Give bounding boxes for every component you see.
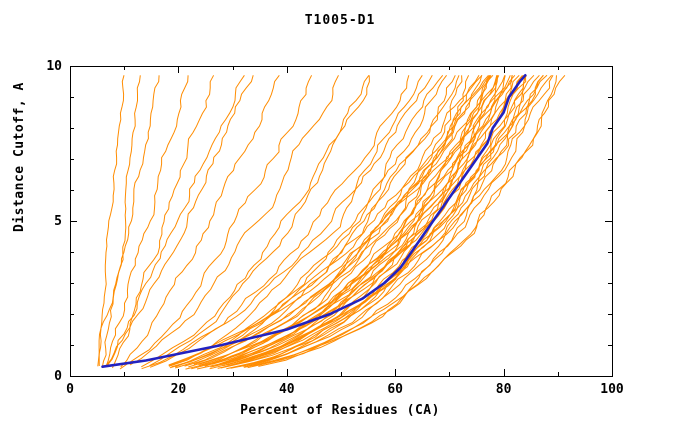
model-curve <box>211 75 499 365</box>
model-curve <box>258 74 552 367</box>
model-curve <box>238 74 544 368</box>
model-curve <box>253 74 566 367</box>
model-curve <box>119 75 313 370</box>
model-curve <box>149 75 370 367</box>
y-tick-label: 10 <box>46 59 62 74</box>
model-curve <box>199 75 470 366</box>
x-axis-label: Percent of Residues (CA) <box>240 403 440 418</box>
model-curve <box>184 74 489 367</box>
model-curve <box>105 75 254 366</box>
model-curve <box>101 75 141 368</box>
model-curve <box>105 75 189 367</box>
y-axis-label: Distance Cutoff, A <box>12 82 27 232</box>
model-curve <box>217 74 535 369</box>
model-curve <box>112 75 215 369</box>
model-curve <box>193 75 463 365</box>
model-curve <box>168 75 480 366</box>
x-tick-label: 40 <box>279 382 295 397</box>
model-curve <box>120 75 280 368</box>
x-tick-label: 100 <box>600 382 624 397</box>
x-tick-label: 80 <box>496 382 512 397</box>
model-curve <box>129 75 339 366</box>
model-curve <box>141 75 370 368</box>
model-curve <box>98 75 160 367</box>
model-curve <box>247 75 526 369</box>
x-tick-label: 60 <box>387 382 403 397</box>
x-tick-label: 0 <box>66 382 74 397</box>
reference-curve <box>101 74 527 369</box>
model-curve <box>97 75 125 367</box>
model-curve <box>198 75 506 365</box>
model-curve <box>205 74 494 367</box>
model-curve <box>191 75 492 370</box>
x-tick-label: 20 <box>171 382 187 397</box>
y-tick-label: 5 <box>54 214 62 229</box>
model-curve <box>243 75 557 368</box>
model-curve <box>243 75 554 368</box>
y-tick-label: 0 <box>54 369 62 384</box>
model-curve <box>188 74 483 368</box>
model-curve <box>106 75 245 367</box>
plot-title: T1005-D1 <box>304 13 376 28</box>
model-curve <box>175 74 447 368</box>
model-curve <box>222 75 511 365</box>
model-curve <box>230 74 544 369</box>
model-curve <box>175 75 456 369</box>
model-curve <box>230 74 548 366</box>
model-curve <box>233 74 520 365</box>
model-curve <box>209 74 540 370</box>
model-curve <box>141 75 410 370</box>
model-curve <box>171 75 460 368</box>
model-curve <box>149 75 423 368</box>
model-curve <box>168 75 433 367</box>
